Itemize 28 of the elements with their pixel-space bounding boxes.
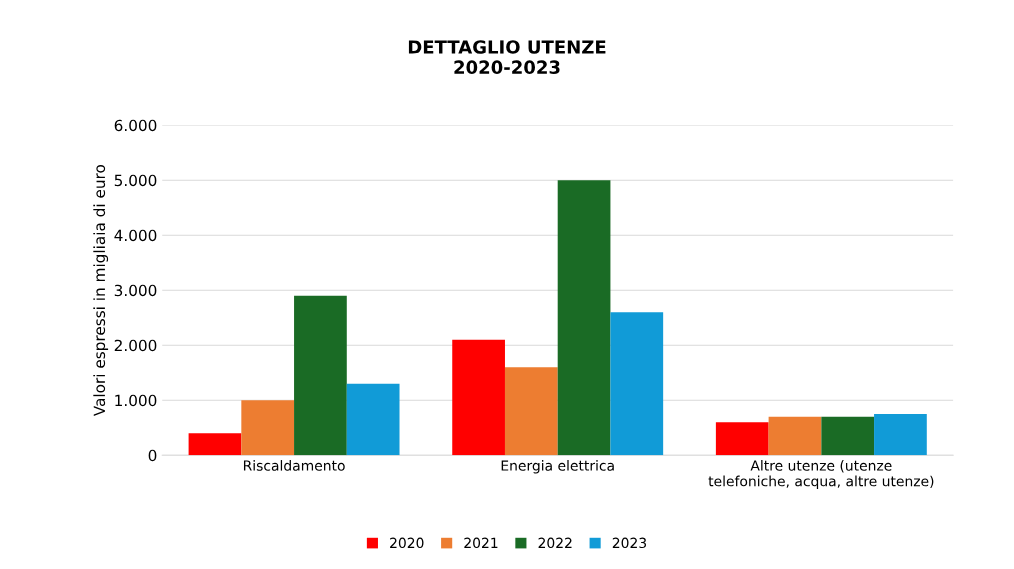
y-tick-label: 1.000 xyxy=(115,394,157,407)
legend-label: 2023 xyxy=(612,537,647,549)
bar xyxy=(610,312,664,456)
y-tick-label: 0 xyxy=(148,449,157,462)
y-tick-label: 5.000 xyxy=(114,174,157,187)
y-tick-label: 6.000 xyxy=(114,119,157,132)
y-axis-title: Valori espressi in migliaia di euro xyxy=(93,164,109,417)
legend-label: 2020 xyxy=(390,537,424,549)
bar xyxy=(874,413,927,456)
x-tick-label: Riscaldamento xyxy=(243,460,345,471)
y-tick-label: 2.000 xyxy=(114,339,157,352)
bar xyxy=(294,295,347,456)
bar xyxy=(188,433,242,456)
x-tick-label: Altre utenze (utenze telefoniche, acqua, altre utenze) xyxy=(708,460,934,490)
legend-label: 2021 xyxy=(464,537,498,549)
y-tick-label: 3.000 xyxy=(114,284,157,297)
y-tick-label: 4.000 xyxy=(114,229,157,242)
bar xyxy=(504,367,558,456)
legend-label: 2022 xyxy=(538,537,572,549)
bar xyxy=(821,416,875,456)
bar xyxy=(768,416,822,456)
bar xyxy=(715,422,769,456)
bar xyxy=(557,180,611,456)
x-tick-label: Energia elettrica xyxy=(501,460,614,474)
chart-title: DETTAGLIO UTENZE 2020-2023 xyxy=(408,40,606,75)
bar xyxy=(241,400,295,456)
bar xyxy=(346,383,400,456)
bar xyxy=(452,339,505,456)
